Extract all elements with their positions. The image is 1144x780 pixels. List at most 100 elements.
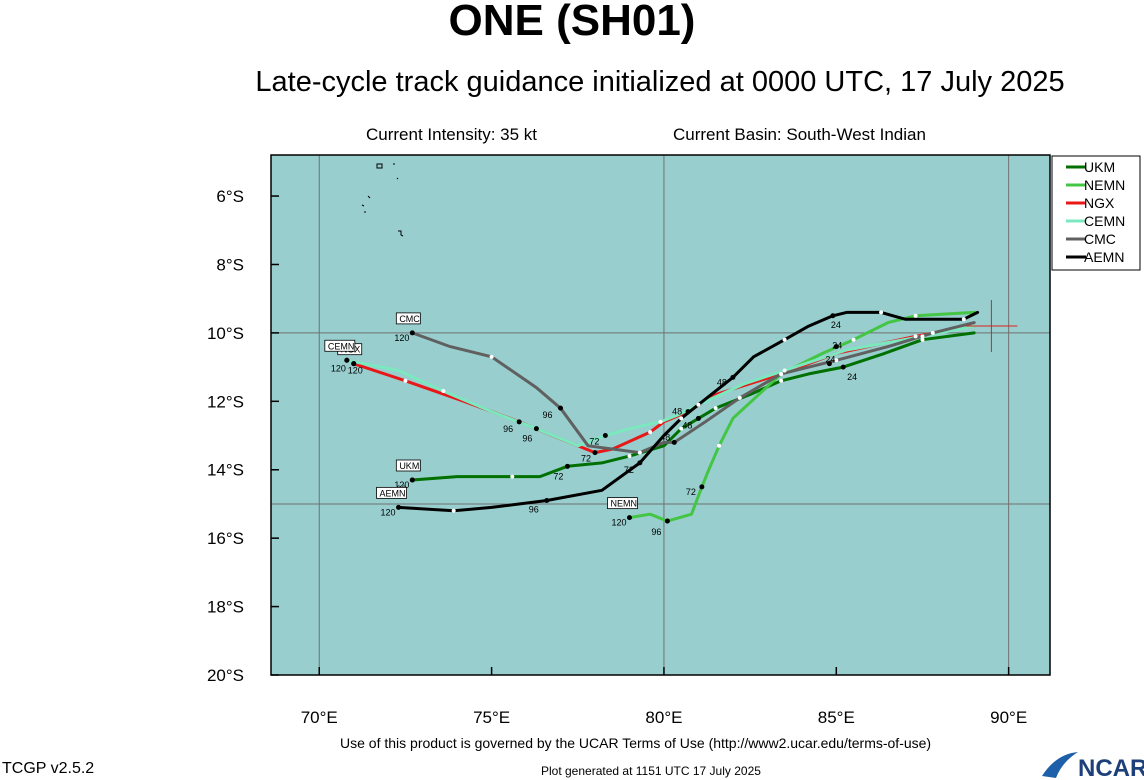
model-label: NEMN	[610, 499, 637, 509]
y-tick-label: 6°S	[216, 187, 244, 206]
forecast-hour-dot	[564, 463, 570, 469]
track-point	[851, 337, 856, 342]
legend-label: NEMN	[1084, 177, 1125, 193]
forecast-hour-labels: 24487296UKM120247296NEMN120487296120NGX7…	[324, 312, 857, 537]
track-point	[658, 419, 663, 424]
y-tick-label: 12°S	[207, 392, 244, 411]
forecast-hour-label: 120	[348, 366, 363, 376]
legend: UKM NEMN NGX CEMN CMC AEMN	[1051, 155, 1141, 271]
logo-text: NCAR	[1078, 755, 1144, 780]
forecast-hour-label: 96	[543, 410, 553, 420]
forecast-hour-dot	[558, 405, 564, 411]
logo-swoosh-icon	[1042, 752, 1078, 778]
y-tick-label: 16°S	[207, 529, 244, 548]
forecast-hour-label: 24	[825, 355, 835, 365]
track-end-dot	[409, 477, 415, 483]
model-label: CMC	[399, 314, 420, 324]
forecast-hour-dot	[602, 433, 608, 439]
forecast-hour-dot	[664, 518, 670, 524]
track-point	[648, 430, 653, 435]
forecast-hour-dot	[671, 439, 677, 445]
legend-label: CMC	[1084, 231, 1116, 247]
track-point	[441, 389, 446, 394]
forecast-hour-dot	[637, 460, 643, 466]
track-point	[782, 368, 787, 373]
track-point	[913, 313, 918, 318]
forecast-hour-label: 120	[611, 518, 626, 528]
track-end-dot	[409, 330, 415, 336]
y-tick-label: 20°S	[207, 666, 244, 685]
version-label: TCGP v2.5.2	[2, 760, 95, 777]
forecast-hour-label: 96	[503, 424, 513, 434]
forecast-hour-label: 96	[651, 527, 661, 537]
axis-ticks: 70°E 75°E 80°E 85°E 90°E 6°S 8°S 10°S 12°S 14°S 16…	[207, 187, 1027, 727]
track-line-ukm	[410, 331, 976, 482]
track-point	[679, 426, 684, 431]
forecast-hour-label: 120	[381, 507, 396, 517]
y-tick-label: 10°S	[207, 324, 244, 343]
ncar-logo: NCAR	[1042, 752, 1144, 780]
track-point	[489, 354, 494, 359]
current-basin: Current Basin: South-West Indian	[673, 125, 926, 144]
plot-frame	[270, 154, 1051, 676]
x-tick-label: 90°E	[990, 708, 1027, 727]
track-point	[779, 371, 784, 376]
track-point	[920, 337, 925, 342]
model-label-box	[376, 486, 407, 499]
ocean-background	[271, 155, 1050, 675]
forecast-hour-dot	[840, 364, 846, 370]
forecast-hour-dot	[533, 426, 539, 432]
track-point	[782, 337, 787, 342]
forecast-hour-dot	[826, 361, 832, 367]
forecast-hour-dot	[695, 415, 701, 421]
current-position-marker	[965, 300, 1018, 353]
chart-subtitle: Late-cycle track guidance initialized at…	[255, 66, 1065, 98]
forecast-hour-label: 120	[331, 363, 346, 373]
track-point	[627, 454, 632, 459]
forecast-hour-dot	[516, 419, 522, 425]
forecast-hour-dot	[730, 374, 736, 380]
track-point	[713, 406, 718, 411]
grid-lines	[271, 155, 1050, 675]
forecast-hour-dot	[830, 313, 836, 319]
track-point	[737, 395, 742, 400]
forecast-hour-label: 48	[682, 420, 692, 430]
forecast-hour-label: 48	[660, 432, 670, 442]
y-tick-label: 14°S	[207, 461, 244, 480]
track-point	[879, 310, 884, 315]
terms-of-use: Use of this product is governed by the U…	[340, 735, 932, 751]
forecast-hour-label: 72	[686, 487, 696, 497]
plot-generated-time: Plot generated at 1151 UTC 17 July 2025	[541, 764, 761, 778]
forecast-hour-label: 24	[831, 320, 841, 330]
forecast-hour-label: 24	[847, 372, 857, 382]
model-label: CEMN	[328, 341, 355, 351]
track-end-dot	[626, 515, 632, 521]
track-line-cemn	[345, 324, 976, 448]
track-point	[451, 508, 456, 513]
island	[361, 163, 404, 237]
x-tick-label: 70°E	[301, 708, 338, 727]
legend-label: NGX	[1084, 195, 1115, 211]
track-line-cmc	[410, 321, 976, 455]
track-point	[717, 443, 722, 448]
track-point	[920, 334, 925, 339]
forecast-hour-label: 96	[529, 505, 539, 515]
track-point	[961, 317, 966, 322]
track-point	[930, 330, 935, 335]
y-tick-label: 8°S	[216, 255, 244, 274]
x-tick-label: 85°E	[818, 708, 855, 727]
track-point	[679, 416, 684, 421]
forecast-hour-dot	[833, 344, 839, 350]
forecast-hour-label: 72	[553, 471, 563, 481]
forecast-hour-dot	[544, 498, 550, 504]
track-point	[779, 378, 784, 383]
forecast-hour-label: 24	[832, 341, 842, 351]
x-tick-label: 80°E	[645, 708, 682, 727]
legend-label: CEMN	[1084, 213, 1125, 229]
track-point	[834, 358, 839, 363]
forecast-hour-label: 72	[624, 465, 634, 475]
legend-box	[1051, 155, 1141, 271]
track-line-nemn	[628, 310, 976, 523]
island-outlines	[361, 163, 404, 237]
